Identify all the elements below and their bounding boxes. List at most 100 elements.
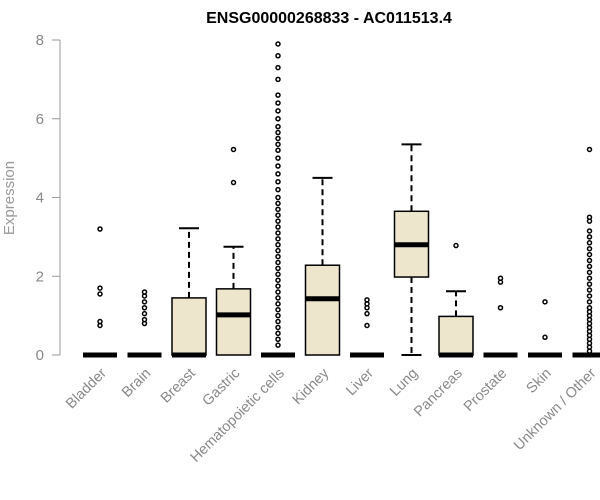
outlier-point xyxy=(275,129,281,136)
box-6 xyxy=(350,297,384,358)
y-axis-label: Expression xyxy=(1,161,18,235)
outlier-point xyxy=(275,259,281,266)
outlier-point xyxy=(542,334,548,341)
outlier-point xyxy=(275,224,281,230)
outlier-point xyxy=(586,299,593,305)
outlier-point xyxy=(97,226,103,232)
outlier-point xyxy=(586,305,593,311)
outlier-point xyxy=(586,146,593,153)
outlier-point xyxy=(275,236,281,242)
outlier-point xyxy=(275,194,281,201)
outlier-point xyxy=(275,123,281,130)
outlier-point xyxy=(275,53,281,59)
outlier-point xyxy=(141,316,148,323)
box-11 xyxy=(572,146,600,358)
x-tick-label: Liver xyxy=(343,365,377,399)
outlier-point xyxy=(275,230,281,236)
x-tick-label: Breast xyxy=(158,366,199,407)
box-9 xyxy=(483,275,518,358)
x-tick-label: Unknown / Other xyxy=(511,365,599,453)
outlier-point xyxy=(275,92,281,98)
y-tick-label: 2 xyxy=(36,268,44,285)
outlier-point xyxy=(230,179,237,186)
iqr-box xyxy=(215,288,252,356)
outlier-point xyxy=(141,289,148,295)
outlier-point xyxy=(141,299,148,305)
outlier-point xyxy=(275,179,281,185)
outlier-point xyxy=(586,245,593,252)
box-7 xyxy=(393,143,430,356)
outlier-point xyxy=(275,100,281,106)
outlier-point xyxy=(275,324,281,331)
outlier-point xyxy=(275,295,281,301)
outlier-point xyxy=(275,253,281,260)
outlier-point xyxy=(275,242,281,248)
iqr-box xyxy=(438,315,474,356)
outlier-point xyxy=(453,242,459,249)
boxes-layer xyxy=(83,41,600,358)
outlier-point xyxy=(586,251,593,258)
iqr-box xyxy=(304,264,341,356)
outlier-point xyxy=(275,200,281,207)
outlier-point xyxy=(275,206,281,213)
outlier-point xyxy=(275,212,281,218)
outlier-point xyxy=(586,234,593,240)
y-tick-label: 0 xyxy=(36,347,44,364)
outlier-point xyxy=(275,163,281,169)
outlier-point xyxy=(275,283,281,289)
outlier-point xyxy=(97,291,103,297)
outlier-point xyxy=(275,147,281,153)
outlier-point xyxy=(275,301,281,307)
outlier-point xyxy=(364,322,370,329)
outlier-point xyxy=(275,265,281,272)
y-axis: 0 2 4 6 8 xyxy=(36,32,61,364)
outlier-point xyxy=(97,318,103,325)
outlier-point xyxy=(141,310,148,317)
outlier-point xyxy=(275,271,281,278)
y-tick-label: 6 xyxy=(36,111,44,128)
x-tick-label: Pancreas xyxy=(411,366,466,421)
outlier-point xyxy=(497,275,504,281)
box-8 xyxy=(438,242,474,358)
outlier-point xyxy=(586,257,593,264)
outlier-point xyxy=(275,312,281,319)
outlier-point xyxy=(275,64,281,71)
x-tick-label: Brain xyxy=(119,366,154,401)
outlier-point xyxy=(586,214,593,220)
outlier-point xyxy=(497,305,504,311)
box-1 xyxy=(127,289,162,358)
outlier-point xyxy=(275,135,281,142)
x-tick-label: Kidney xyxy=(290,365,333,408)
box-5 xyxy=(304,176,341,356)
outlier-point xyxy=(275,342,281,348)
outlier-point xyxy=(364,297,370,303)
outlier-point xyxy=(275,171,281,177)
outlier-point xyxy=(275,108,281,114)
outlier-point xyxy=(275,41,281,47)
outlier-point xyxy=(364,310,370,317)
outlier-point xyxy=(275,306,281,313)
outlier-point xyxy=(542,299,548,305)
outlier-point xyxy=(586,293,593,299)
x-tick-label: Prostate xyxy=(461,366,510,415)
outlier-point xyxy=(275,116,281,122)
outlier-point xyxy=(586,228,593,234)
outlier-point xyxy=(275,289,281,295)
outlier-point xyxy=(275,330,281,337)
box-3 xyxy=(215,146,252,356)
outlier-point xyxy=(230,146,237,153)
x-tick-label: Skin xyxy=(524,366,555,397)
x-tick-label: Gastric xyxy=(200,366,244,410)
outlier-point xyxy=(275,336,281,342)
x-tick-label: Bladder xyxy=(63,365,110,412)
x-tick-label: Lung xyxy=(387,366,421,400)
outlier-point xyxy=(586,275,593,281)
box-4 xyxy=(261,41,295,358)
box-10 xyxy=(528,299,562,358)
outlier-point xyxy=(275,155,281,161)
iqr-box xyxy=(171,297,207,356)
outlier-point xyxy=(586,281,593,287)
chart-title: ENSG00000268833 - AC011513.4 xyxy=(206,10,452,27)
